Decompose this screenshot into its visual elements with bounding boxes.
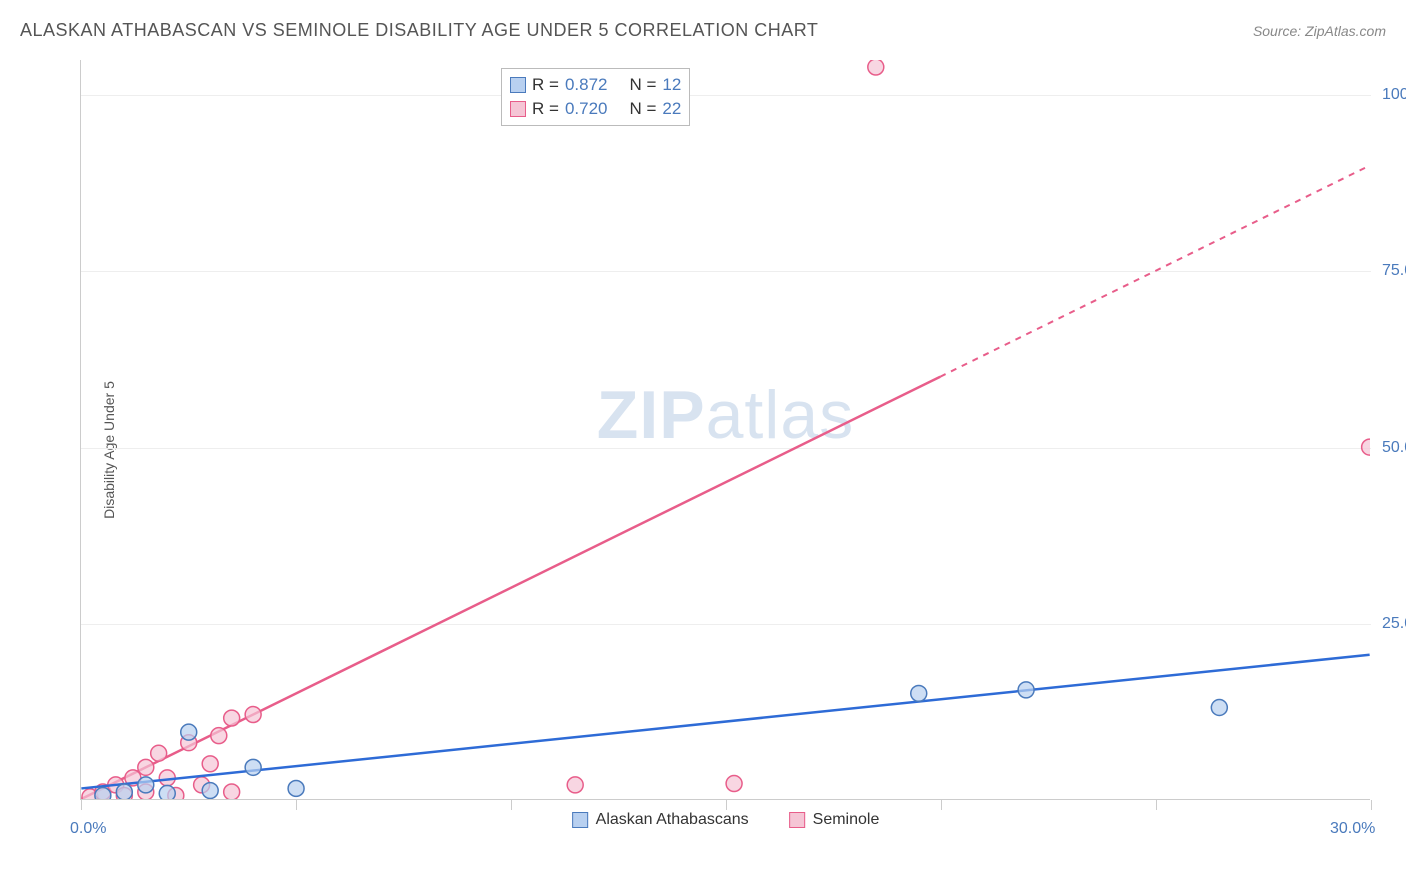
plot-svg — [81, 60, 1370, 799]
athabascan-point — [288, 780, 304, 796]
athabascan-point — [116, 784, 132, 799]
y-tick-label: 25.0% — [1382, 615, 1406, 633]
athabascan-trendline — [81, 655, 1369, 789]
x-tick-label: 0.0% — [70, 820, 106, 838]
athabascan-point — [138, 777, 154, 793]
r-label: R = — [532, 75, 559, 95]
x-tick — [1371, 800, 1372, 810]
n-label: N = — [629, 75, 656, 95]
y-tick-label: 100.0% — [1382, 86, 1406, 104]
legend-item: Seminole — [789, 811, 880, 829]
athabascan-point — [95, 787, 111, 799]
x-tick — [511, 800, 512, 810]
seminole-point — [138, 759, 154, 775]
n-value: 22 — [662, 99, 681, 119]
legend-item: Alaskan Athabascans — [572, 811, 749, 829]
chart-container: Disability Age Under 5 ZIPatlas R = 0.87… — [50, 60, 1380, 840]
seminole-point — [224, 784, 240, 799]
swatch-blue-icon — [572, 812, 588, 828]
r-value: 0.872 — [565, 75, 608, 95]
seminole-point — [726, 776, 742, 792]
n-label: N = — [629, 99, 656, 119]
seminole-trendline-dashed — [940, 166, 1369, 377]
x-tick — [726, 800, 727, 810]
seminole-point — [868, 60, 884, 75]
seminole-point — [245, 707, 261, 723]
athabascan-point — [1018, 682, 1034, 698]
r-value: 0.720 — [565, 99, 608, 119]
swatch-pink-icon — [510, 101, 526, 117]
athabascan-point — [911, 685, 927, 701]
stats-row: R = 0.720 N = 22 — [510, 97, 681, 121]
swatch-blue-icon — [510, 77, 526, 93]
athabascan-point — [181, 724, 197, 740]
chart-title: ALASKAN ATHABASCAN VS SEMINOLE DISABILIT… — [20, 20, 818, 41]
stats-legend-box: R = 0.872 N = 12 R = 0.720 N = 22 — [501, 68, 690, 126]
bottom-legend: Alaskan Athabascans Seminole — [572, 811, 880, 829]
athabascan-point — [1211, 700, 1227, 716]
n-value: 12 — [662, 75, 681, 95]
seminole-point — [151, 745, 167, 761]
plot-region: ZIPatlas R = 0.872 N = 12 R = 0.720 N = … — [80, 60, 1370, 800]
y-tick-label: 50.0% — [1382, 439, 1406, 457]
swatch-pink-icon — [789, 812, 805, 828]
seminole-point — [211, 728, 227, 744]
athabascan-point — [245, 759, 261, 775]
x-tick — [941, 800, 942, 810]
x-tick — [81, 800, 82, 810]
seminole-point — [224, 710, 240, 726]
chart-header: ALASKAN ATHABASCAN VS SEMINOLE DISABILIT… — [20, 20, 1386, 41]
stats-row: R = 0.872 N = 12 — [510, 73, 681, 97]
y-tick-label: 75.0% — [1382, 262, 1406, 280]
seminole-point — [202, 756, 218, 772]
legend-label: Alaskan Athabascans — [596, 811, 749, 829]
source-attribution: Source: ZipAtlas.com — [1253, 23, 1386, 39]
x-tick — [296, 800, 297, 810]
athabascan-point — [202, 783, 218, 799]
x-tick-label: 30.0% — [1330, 820, 1375, 838]
r-label: R = — [532, 99, 559, 119]
athabascan-point — [159, 785, 175, 799]
seminole-point — [567, 777, 583, 793]
seminole-point — [1362, 439, 1370, 455]
legend-label: Seminole — [813, 811, 880, 829]
x-tick — [1156, 800, 1157, 810]
